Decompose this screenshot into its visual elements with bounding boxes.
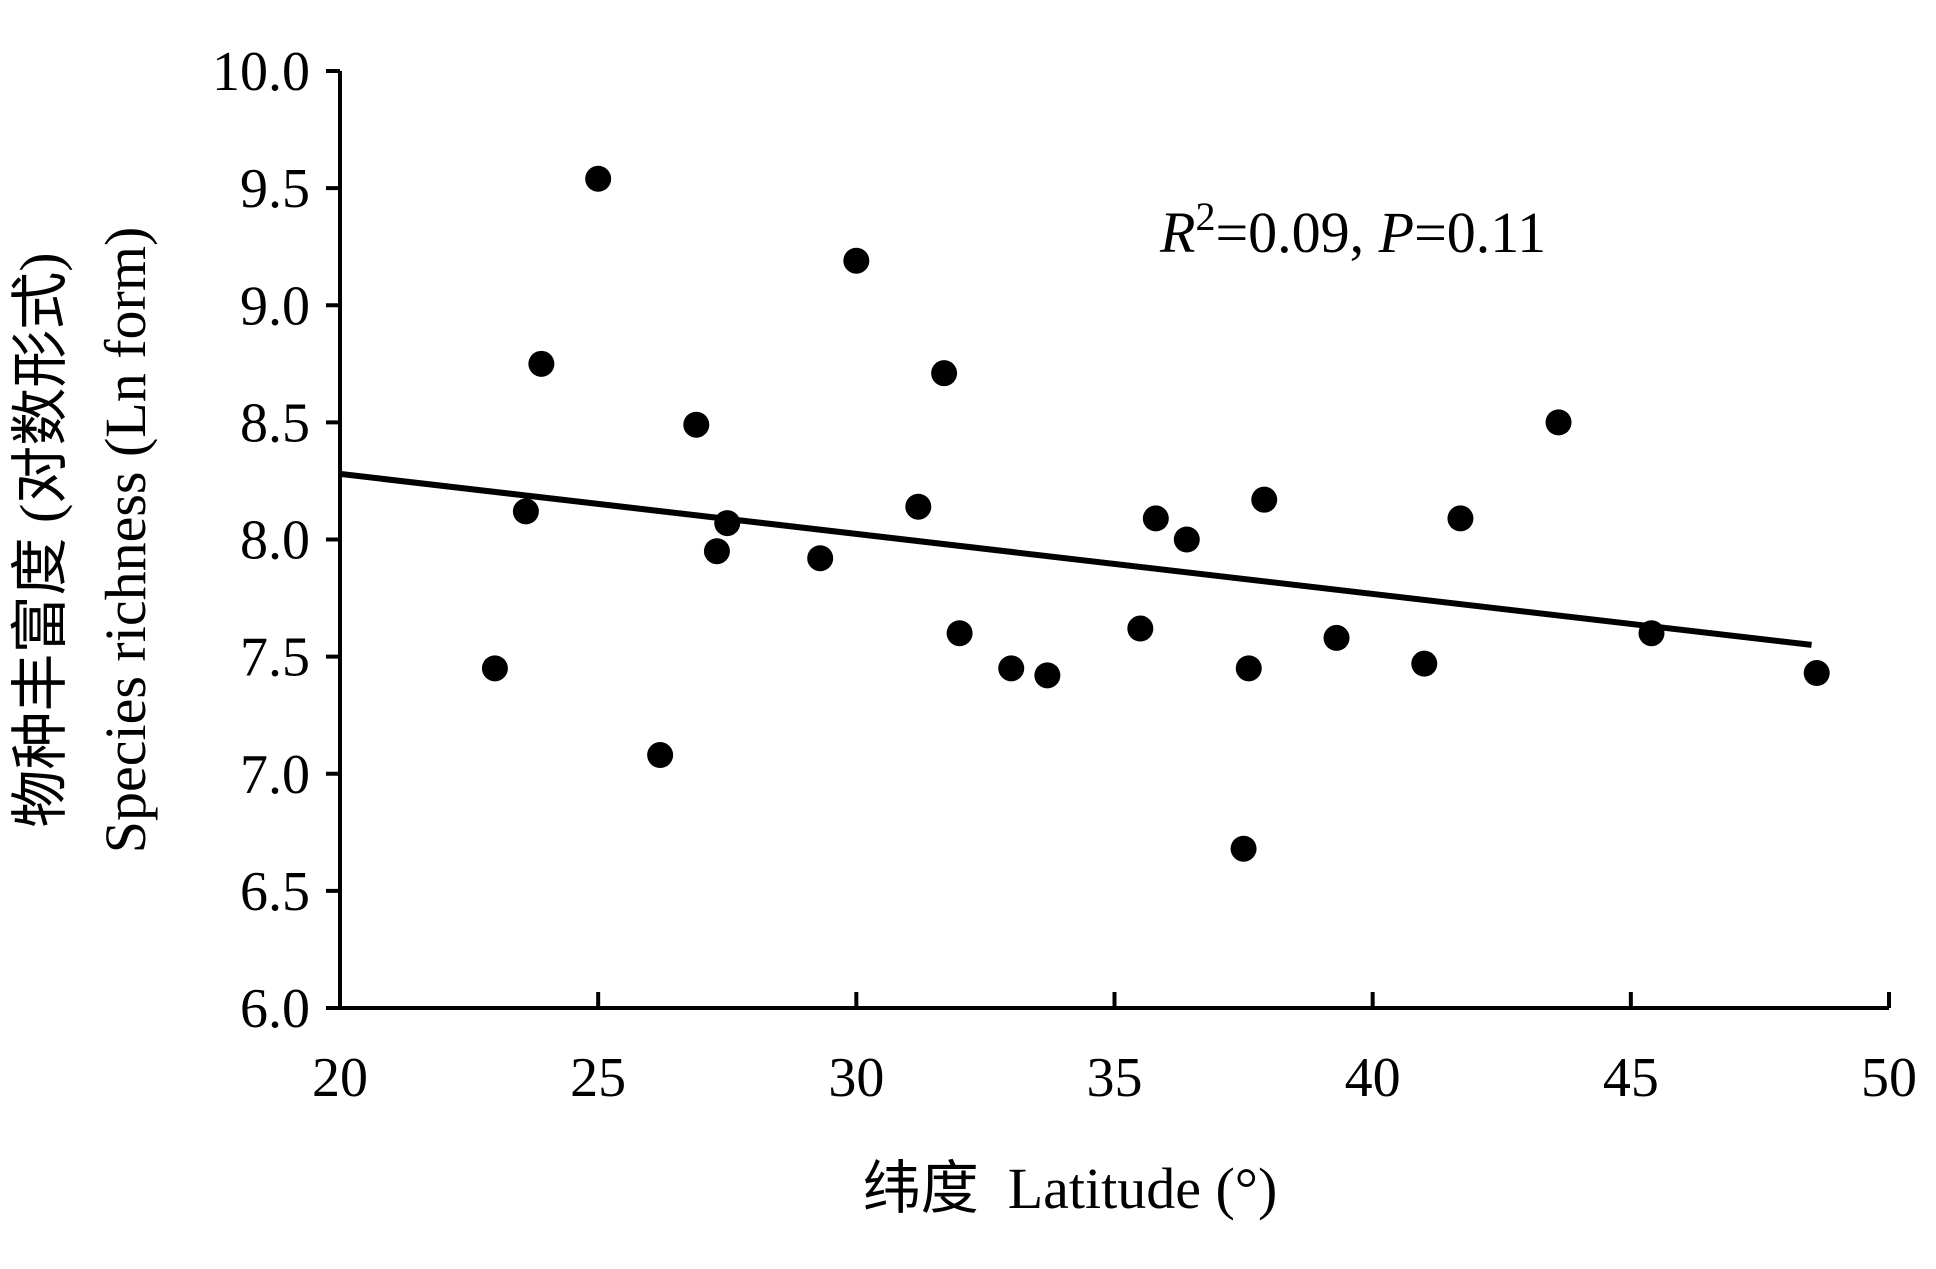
- x-ticks: 20 25 30 35 40 45 50: [312, 992, 1917, 1109]
- data-point: [1411, 650, 1438, 677]
- data-point: [1173, 526, 1200, 553]
- data-point: [998, 655, 1025, 682]
- y-tick-label: 8.0: [240, 510, 310, 572]
- data-point: [1230, 835, 1257, 862]
- x-tick-label: 45: [1603, 1047, 1659, 1109]
- data-point: [1638, 620, 1665, 647]
- y-tick-label: 7.5: [240, 627, 310, 689]
- data-point: [528, 350, 555, 377]
- x-tick-label: 35: [1087, 1047, 1143, 1109]
- y-tick-label: 9.5: [240, 158, 310, 220]
- y-tick-label: 9.0: [240, 275, 310, 337]
- data-point: [512, 498, 539, 525]
- data-point: [1127, 615, 1154, 642]
- x-tick-label: 25: [570, 1047, 626, 1109]
- data-point: [481, 655, 508, 682]
- data-point: [683, 411, 710, 438]
- p-symbol: P: [1378, 200, 1414, 265]
- y-tick-label: 7.0: [240, 744, 310, 806]
- x-axis-title: 纬度 Latitude (°): [863, 1156, 1278, 1221]
- data-point: [647, 742, 674, 769]
- y-ticks: 6.0 6.5 7.0 7.5 8.0 8.5 9.0 9.5 10.0: [212, 41, 340, 1040]
- y-axis-title-en: Species richness (Ln form): [93, 227, 158, 854]
- data-point: [1251, 486, 1278, 513]
- data-point: [1235, 655, 1262, 682]
- data-point: [714, 510, 741, 537]
- stats-annotation: R2=0.09, P=0.11: [1159, 194, 1546, 265]
- data-point: [1323, 624, 1350, 651]
- x-tick-label: 30: [828, 1047, 884, 1109]
- data-point: [585, 165, 612, 192]
- r-value: =0.09,: [1215, 200, 1378, 265]
- y-tick-label: 6.0: [240, 978, 310, 1040]
- data-point: [807, 545, 834, 572]
- p-value: =0.11: [1414, 200, 1546, 265]
- data-point: [1447, 505, 1474, 532]
- r-exponent: 2: [1195, 194, 1215, 239]
- data-points: [481, 165, 1830, 862]
- data-point: [1545, 409, 1572, 436]
- trend-line-layer: [339, 470, 1812, 648]
- trend-line: [339, 470, 1812, 648]
- data-point: [703, 538, 730, 565]
- y-tick-label: 10.0: [212, 41, 310, 103]
- data-point: [931, 360, 958, 387]
- data-point: [1034, 662, 1061, 689]
- x-tick-label: 20: [312, 1047, 368, 1109]
- r-symbol: R: [1159, 200, 1195, 265]
- data-point: [1803, 660, 1830, 687]
- y-tick-label: 6.5: [240, 861, 310, 923]
- y-tick-label: 8.5: [240, 392, 310, 454]
- data-point: [905, 493, 932, 520]
- x-tick-label: 50: [1861, 1047, 1917, 1109]
- data-point: [946, 620, 973, 647]
- data-point: [843, 247, 870, 274]
- x-tick-label: 40: [1345, 1047, 1401, 1109]
- y-axis-title-cn: 物种丰富度 (对数形式): [8, 252, 73, 827]
- data-point: [1142, 505, 1169, 532]
